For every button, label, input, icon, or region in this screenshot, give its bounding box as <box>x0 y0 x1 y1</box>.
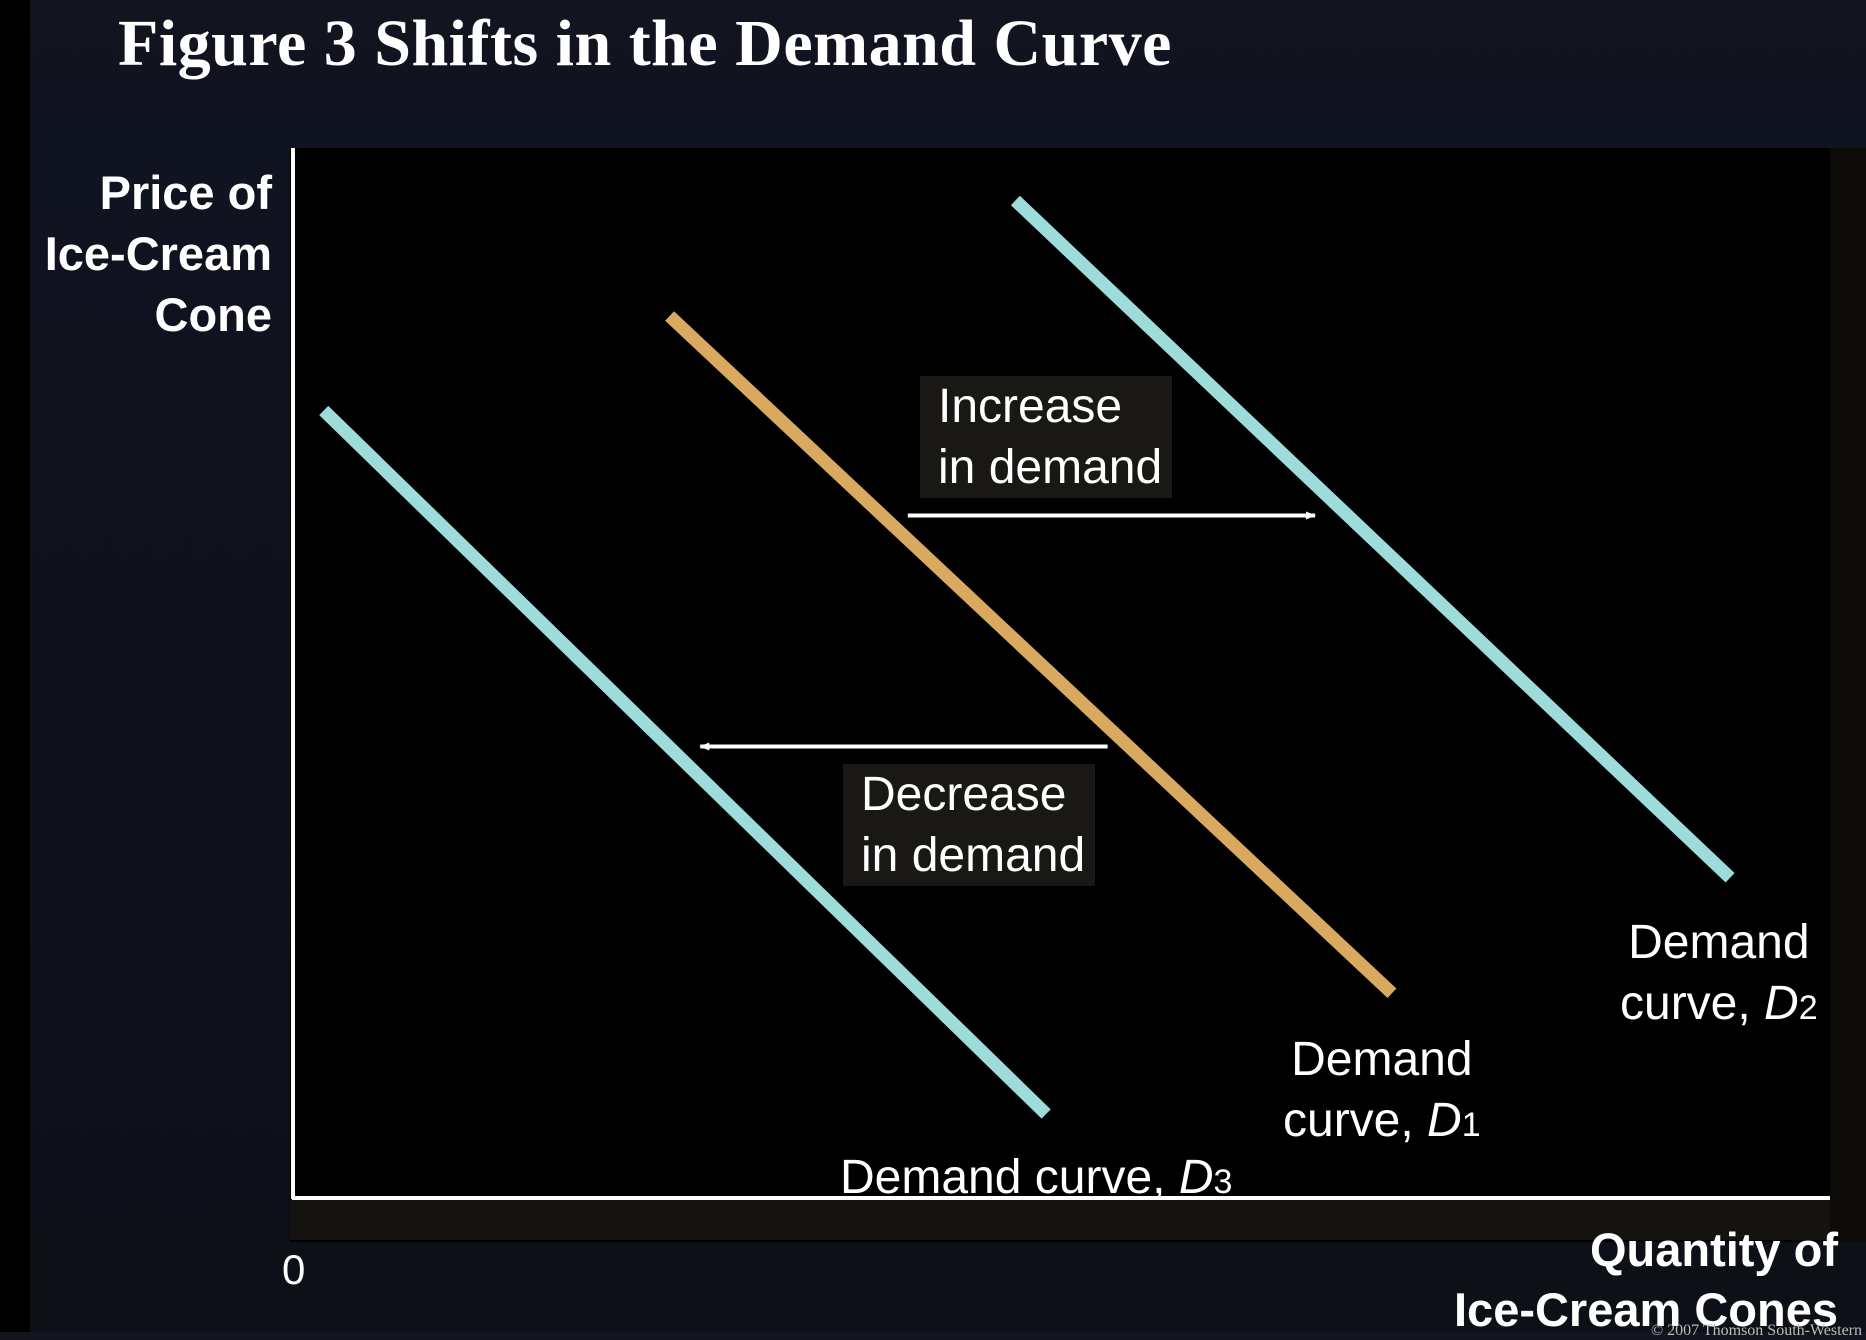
curve-label-d2: Demand curve, D2 <box>1620 912 1818 1039</box>
decrease-label-line-2: in demand <box>861 829 1086 882</box>
x-axis-label: Quantity of Ice-Cream Cones <box>1454 1220 1838 1340</box>
y-axis-label-line-3: Cone <box>154 288 273 341</box>
curve-label-d3-letter: D <box>1178 1151 1214 1204</box>
curve-label-d1-line-2: curve, D1 <box>1283 1090 1481 1156</box>
plot-right-shadow <box>1830 148 1866 1242</box>
increase-in-demand-label: Increase in demand <box>920 376 1173 498</box>
curve-label-d2-sub: 2 <box>1798 989 1818 1027</box>
curve-label-d3: Demand curve, D3 <box>840 1147 1232 1213</box>
left-edge-strip <box>0 0 30 1332</box>
increase-label-line-1: Increase <box>938 380 1123 433</box>
x-axis-label-line-1: Quantity of <box>1589 1223 1838 1276</box>
plot-area <box>290 148 1830 1242</box>
increase-label-line-2: in demand <box>938 441 1163 494</box>
curve-label-d1-letter: D <box>1427 1094 1462 1147</box>
decrease-label-line-1: Decrease <box>861 768 1067 821</box>
decrease-in-demand-label: Decrease in demand <box>843 764 1096 886</box>
curve-label-d2-letter: D <box>1764 977 1799 1030</box>
curve-label-d3-line-1: Demand curve, D3 <box>840 1147 1232 1213</box>
curve-label-d2-line-1: Demand <box>1628 916 1810 969</box>
curve-label-d3-prefix: Demand curve, <box>840 1151 1179 1204</box>
figure-title: Figure 3 Shifts in the Demand Curve <box>118 7 1172 80</box>
plot-bottom-shadow <box>290 1200 1830 1240</box>
demand-curve-d1 <box>665 311 1397 998</box>
curve-label-d3-sub: 3 <box>1213 1163 1233 1201</box>
y-axis-label-line-2: Ice-Cream <box>44 227 272 280</box>
curve-label-d1-prefix: curve, <box>1283 1094 1428 1147</box>
demand-curve-d2 <box>1010 195 1735 883</box>
curve-label-d2-prefix: curve, <box>1620 977 1765 1030</box>
curve-label-d1-sub: 1 <box>1461 1106 1481 1144</box>
origin-label: 0 <box>282 1246 306 1293</box>
curve-label-d1: Demand curve, D1 <box>1283 1029 1481 1156</box>
curve-label-d2-line-2: curve, D2 <box>1620 973 1818 1039</box>
curve-label-d1-line-1: Demand <box>1291 1033 1473 1086</box>
demand-curve-d3 <box>319 405 1051 1119</box>
copyright-notice: © 2007 Thomson South-Western <box>1650 1322 1862 1339</box>
y-axis-label-line-1: Price of <box>99 166 272 219</box>
y-axis-label: Price of Ice-Cream Cone <box>45 162 272 345</box>
x-axis-label-line-2: Ice-Cream Cones <box>1454 1283 1838 1336</box>
